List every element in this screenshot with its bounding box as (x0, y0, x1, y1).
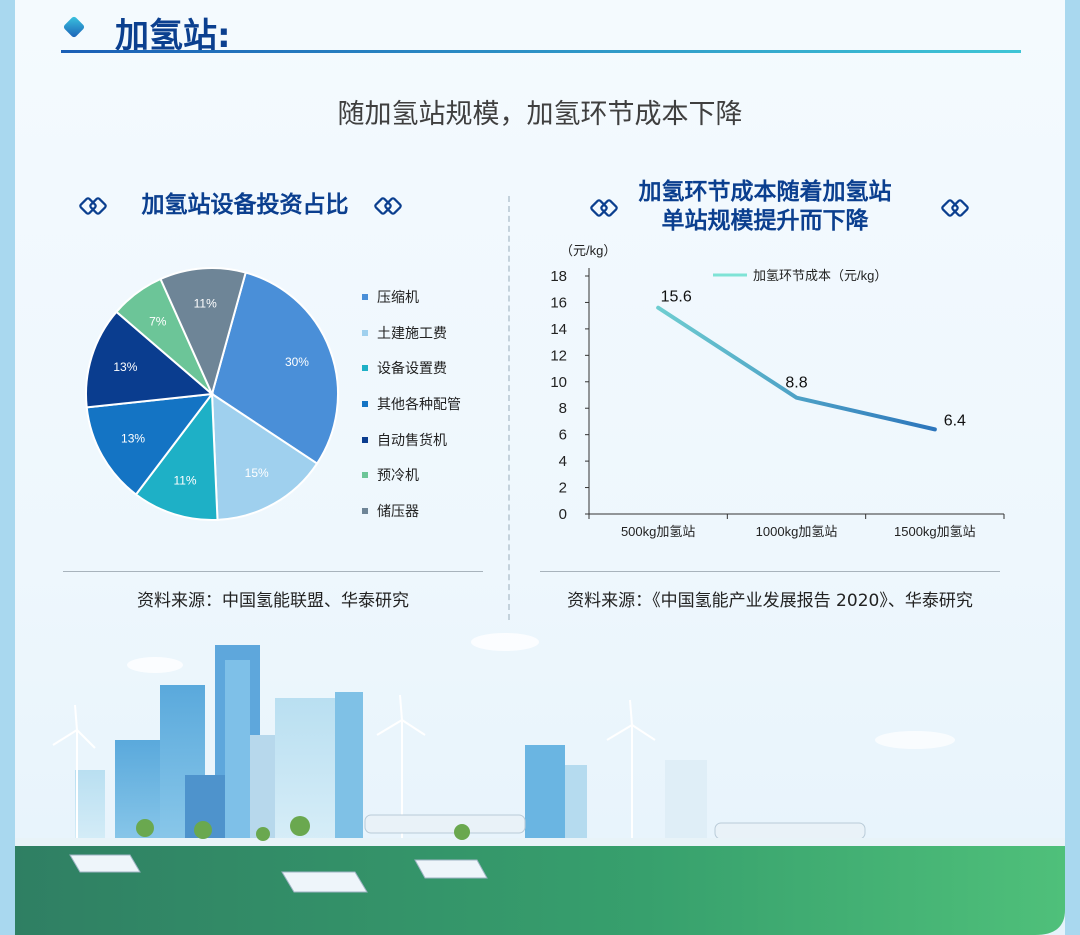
legend-swatch (362, 436, 368, 443)
pie-chart-title: 加氢站设备投资占比 (141, 192, 349, 218)
x-tick-label: 500kg加氢站 (621, 524, 695, 539)
source-rule (540, 571, 1000, 572)
pie-slice-0 (210, 271, 339, 465)
legend-item: 其他各种配管 (362, 386, 461, 422)
title-underline (61, 50, 1021, 53)
legend-item: 储压器 (362, 493, 461, 529)
link-decoration-icon (374, 197, 402, 215)
y-tick-label: 0 (559, 506, 567, 523)
link-decoration-icon (79, 197, 107, 215)
legend-swatch (362, 400, 368, 407)
link-decoration-icon (590, 199, 618, 217)
y-tick-label: 2 (559, 480, 567, 497)
legend-label: 储压器 (377, 503, 419, 520)
legend-swatch (362, 293, 368, 300)
line-chart-title-line1: 加氢环节成本随着加氢站 (638, 179, 892, 205)
legend-item: 自动售货机 (362, 422, 461, 458)
pie-slice-label: 7% (149, 314, 167, 328)
legend-item: 预冷机 (362, 457, 461, 493)
legend-swatch (362, 507, 368, 514)
line-source: 资料来源：《中国氢能产业发展报告 2020》、华泰研究 (567, 591, 973, 611)
data-label: 8.8 (785, 375, 807, 392)
legend-label: 自动售货机 (377, 432, 447, 449)
x-tick-label: 1500kg加氢站 (894, 524, 976, 539)
pie-slice-6 (159, 267, 247, 397)
data-label: 15.6 (661, 289, 692, 306)
legend-label: 设备设置费 (377, 361, 447, 378)
legend-label: 预冷机 (377, 468, 419, 485)
y-tick-label: 6 (559, 427, 567, 444)
y-tick-label: 8 (559, 400, 567, 417)
legend-item: 土建施工费 (362, 315, 461, 351)
headline: 随加氢站规模，加氢环节成本下降 (337, 99, 743, 130)
pie-slice-2 (134, 391, 219, 521)
line-chart: 0 2 4 6 8 10 12 14 16 18 500kg加氢站 1000kg加氢站 1500kg加氢… (550, 243, 1005, 539)
pie-slice-label: 11% (173, 474, 196, 488)
y-tick-label: 16 (550, 294, 567, 311)
y-tick-label: 18 (550, 268, 567, 285)
column-divider (508, 196, 510, 620)
pie-slice-1 (210, 392, 319, 521)
series-line (656, 305, 937, 432)
pie-slice-4 (85, 310, 215, 409)
pie-slice-label: 11% (194, 297, 217, 311)
infographic-page: 加氢站: 随加氢站规模，加氢环节成本下降 加氢站设备投资占比 30% 15% 11%… (15, 0, 1065, 935)
pie-source: 资料来源：中国氢能联盟、华泰研究 (137, 591, 409, 611)
line-chart-title: 加氢环节成本随着加氢站 单站规模提升而下降 (615, 178, 915, 236)
pie-slice-label: 13% (113, 360, 137, 374)
link-decoration-icon (941, 199, 969, 217)
y-tick-label: 12 (550, 347, 567, 364)
legend-item: 设备设置费 (362, 350, 461, 386)
pie-slice-label: 13% (121, 432, 145, 446)
legend-label: 压缩机 (377, 289, 419, 306)
y-tick-label: 14 (550, 321, 567, 338)
legend-swatch (362, 329, 368, 336)
line-chart-title-line2: 单站规模提升而下降 (661, 208, 869, 234)
x-tick-label: 1000kg加氢站 (756, 524, 838, 539)
data-label: 6.4 (944, 412, 966, 429)
legend-swatch (362, 472, 368, 479)
pie-slice-3 (85, 392, 215, 496)
legend-swatch (362, 365, 368, 372)
diamond-icon (63, 16, 85, 38)
section-title: 加氢站: (115, 16, 231, 56)
legend-label: 其他各种配管 (377, 396, 461, 413)
y-axis-unit: （元/kg） (560, 243, 616, 258)
y-tick-label: 4 (559, 453, 567, 470)
y-tick-label: 10 (550, 374, 567, 391)
legend-label: 加氢环节成本（元/kg） (753, 268, 887, 283)
source-rule (63, 571, 483, 572)
pie-slice-label: 30% (285, 355, 309, 369)
pie-chart: 30% 15% 11% 13% 13% 7% 11% (85, 267, 339, 521)
city-skyline-illustration (15, 633, 1065, 935)
pie-slice-label: 15% (245, 466, 269, 480)
pie-legend: 压缩机土建施工费设备设置费其他各种配管 自动售货机预冷机储压器 (362, 279, 461, 529)
legend-label: 土建施工费 (377, 325, 447, 342)
legend-item: 压缩机 (362, 279, 461, 315)
